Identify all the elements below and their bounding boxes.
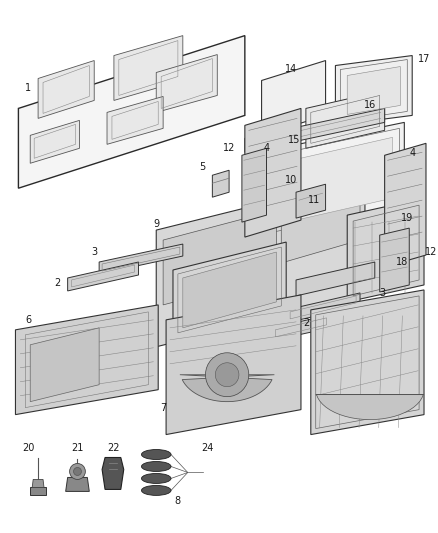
Polygon shape: [32, 480, 44, 487]
Polygon shape: [245, 108, 385, 152]
Polygon shape: [183, 252, 276, 328]
Text: 2: 2: [55, 278, 61, 288]
Text: 21: 21: [71, 442, 84, 453]
Text: 16: 16: [364, 100, 376, 110]
Polygon shape: [242, 148, 266, 222]
Polygon shape: [66, 478, 89, 491]
Text: 10: 10: [285, 175, 297, 185]
Polygon shape: [30, 328, 99, 402]
Text: 8: 8: [175, 496, 181, 506]
Polygon shape: [156, 178, 365, 347]
Polygon shape: [311, 290, 424, 434]
Polygon shape: [385, 143, 426, 267]
Text: 24: 24: [201, 442, 214, 453]
Polygon shape: [296, 262, 375, 296]
Polygon shape: [156, 54, 217, 112]
Polygon shape: [102, 457, 124, 489]
Polygon shape: [306, 91, 385, 148]
Text: 4: 4: [263, 143, 269, 154]
Text: 3: 3: [380, 288, 386, 298]
Polygon shape: [296, 184, 325, 218]
Text: 15: 15: [288, 135, 300, 146]
Polygon shape: [380, 228, 409, 292]
Polygon shape: [18, 36, 245, 188]
Polygon shape: [107, 96, 163, 144]
Text: 12: 12: [425, 247, 437, 257]
Polygon shape: [245, 108, 301, 237]
Polygon shape: [30, 120, 79, 163]
Polygon shape: [347, 67, 400, 115]
Text: 20: 20: [22, 442, 35, 453]
Polygon shape: [286, 293, 360, 323]
Polygon shape: [180, 375, 274, 402]
Text: 19: 19: [401, 213, 413, 223]
Circle shape: [70, 464, 85, 480]
Polygon shape: [173, 242, 286, 338]
Ellipse shape: [141, 462, 171, 472]
Text: 22: 22: [108, 442, 120, 453]
Text: 12: 12: [223, 143, 235, 154]
Ellipse shape: [141, 486, 171, 495]
Polygon shape: [272, 315, 331, 341]
Text: 9: 9: [153, 219, 159, 229]
Text: 11: 11: [307, 195, 320, 205]
Polygon shape: [38, 61, 94, 118]
Polygon shape: [336, 55, 412, 125]
Text: 5: 5: [199, 162, 205, 172]
Text: 1: 1: [25, 84, 32, 93]
Polygon shape: [212, 170, 229, 197]
Polygon shape: [67, 262, 138, 291]
Polygon shape: [99, 244, 183, 274]
Polygon shape: [15, 305, 158, 415]
Text: 3: 3: [91, 247, 97, 257]
Polygon shape: [114, 36, 183, 100]
Text: 14: 14: [285, 63, 297, 74]
Text: 4: 4: [409, 148, 415, 158]
Polygon shape: [347, 198, 424, 302]
Ellipse shape: [141, 473, 171, 483]
Text: 18: 18: [396, 257, 409, 267]
Text: 17: 17: [418, 53, 430, 63]
Polygon shape: [30, 487, 46, 495]
Ellipse shape: [141, 449, 171, 459]
Text: 7: 7: [160, 402, 166, 413]
Polygon shape: [316, 394, 424, 419]
Polygon shape: [261, 61, 325, 135]
Circle shape: [205, 353, 249, 397]
Polygon shape: [257, 138, 392, 229]
Polygon shape: [166, 295, 301, 434]
Polygon shape: [245, 123, 404, 243]
Polygon shape: [281, 182, 360, 263]
Polygon shape: [163, 210, 276, 305]
Text: 2: 2: [303, 318, 309, 328]
Circle shape: [215, 363, 239, 386]
Text: 6: 6: [25, 315, 32, 325]
Circle shape: [74, 467, 81, 475]
